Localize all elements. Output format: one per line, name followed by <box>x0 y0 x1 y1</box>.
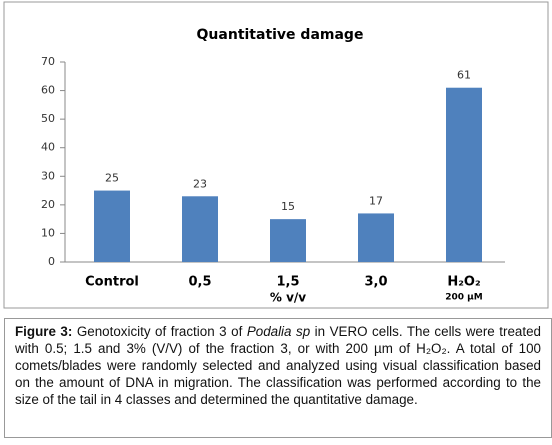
y-tick-label: 0 <box>48 255 55 268</box>
x-tick-label: 3,0 <box>364 275 387 290</box>
x-axis-label: % v/v <box>270 291 306 305</box>
y-tick-label: 20 <box>41 198 55 211</box>
x-tick-label: 1,5 <box>276 275 299 290</box>
caption-text: Genotoxicity of fraction 3 of <box>76 324 247 339</box>
caption: Figure 3: Genotoxicity of fraction 3 of … <box>4 318 552 438</box>
y-tick-label: 50 <box>41 112 55 125</box>
y-tick-label: 30 <box>41 169 55 182</box>
chart: Quantitative damage 0 10 20 30 40 50 60 70 Contr… <box>3 1 549 309</box>
data-label: 61 <box>457 69 471 82</box>
x-tick-label: Control <box>85 275 139 290</box>
bar <box>446 87 482 262</box>
y-tick-label: 10 <box>41 226 55 239</box>
x-tick-label: H₂O₂ <box>447 275 480 290</box>
data-label: 25 <box>105 172 119 185</box>
bar <box>94 190 130 262</box>
bar <box>358 213 394 262</box>
caption-text: in VERO cells. The cells were treated wi… <box>15 324 541 407</box>
data-label: 17 <box>369 194 383 207</box>
data-label: 23 <box>193 177 207 190</box>
y-tick-label: 40 <box>41 141 55 154</box>
bar <box>182 196 218 262</box>
y-tick-label: 60 <box>41 84 55 97</box>
chart-title: Quantitative damage <box>197 27 364 43</box>
caption-label: Figure 3: <box>15 324 73 339</box>
data-label: 15 <box>281 200 295 213</box>
y-tick-label: 70 <box>41 55 55 68</box>
bar <box>270 219 306 262</box>
annotation: 200 µM <box>445 293 483 303</box>
caption-species: Podalia sp <box>246 324 311 339</box>
x-tick-label: 0,5 <box>188 275 211 290</box>
